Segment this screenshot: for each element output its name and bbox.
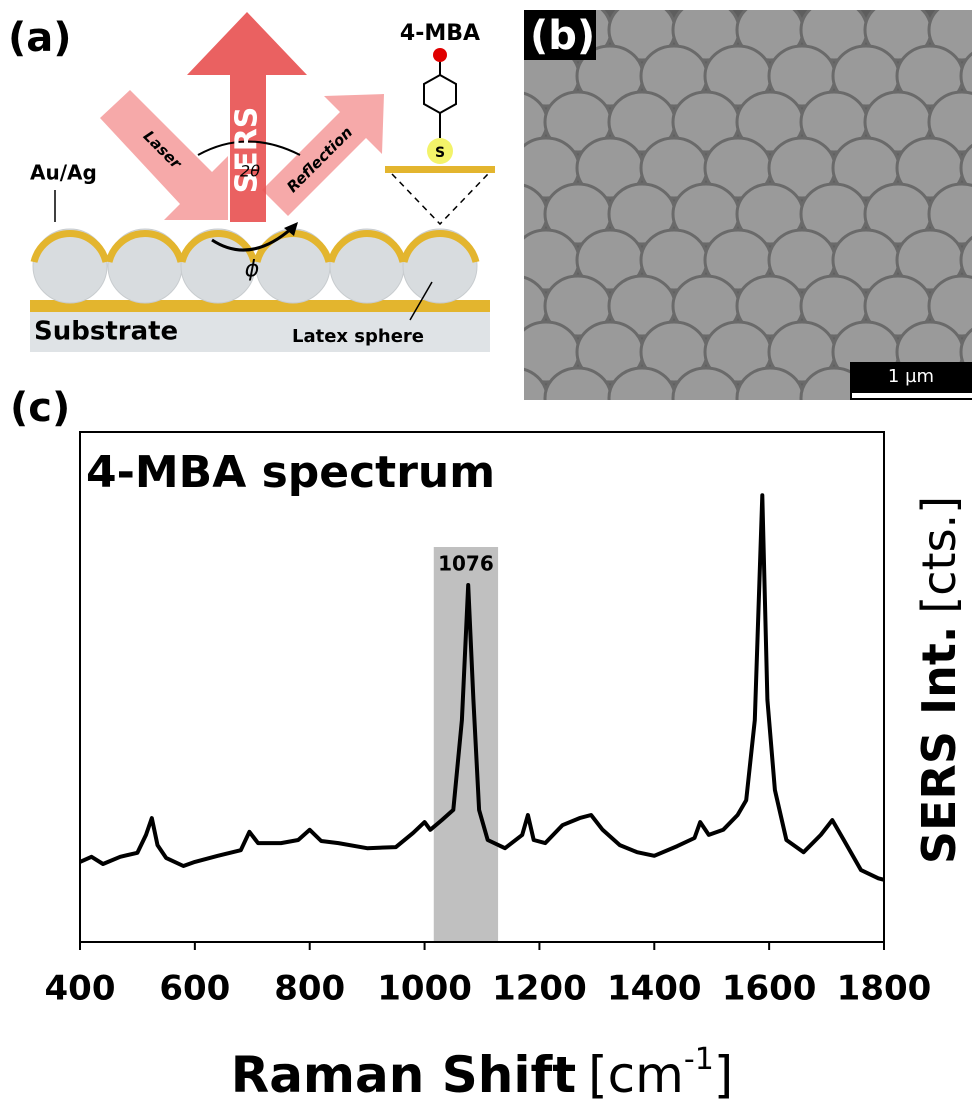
sem-sphere <box>673 368 739 428</box>
annotation: 1076 <box>438 552 494 576</box>
x-tick-label: 1000 <box>377 969 472 1009</box>
phi-label: ϕ <box>245 257 260 282</box>
panel-label: (c) <box>10 385 70 431</box>
panel-label: (a) <box>8 15 72 61</box>
x-axis-unit: ] <box>714 1046 734 1104</box>
metal-label: Au/Ag <box>30 161 97 185</box>
x-tick-label: 1400 <box>607 969 702 1009</box>
substrate-label: Substrate <box>34 317 178 347</box>
y-axis-title: SERS Int. <box>912 626 966 864</box>
x-axis-unit: [cm <box>588 1046 684 1104</box>
surface <box>385 166 495 173</box>
molecule-label: 4-MBA <box>400 21 480 46</box>
chart-title: 4-MBA spectrum <box>86 447 495 498</box>
sem-sphere <box>545 368 611 428</box>
x-axis-unit-exp: -1 <box>684 1042 714 1077</box>
scale-bar-label: 1 µm <box>888 366 934 387</box>
y-axis-unit: [cts.] <box>912 496 966 614</box>
panel-b: (b) 1 µm <box>481 0 972 428</box>
panel-c: (c) 4-MBA spectrum Raman Shift[cm-1] SER… <box>10 385 966 1104</box>
sem-sphere <box>609 368 675 428</box>
x-tick-label: 400 <box>45 969 116 1009</box>
sem-sphere <box>737 368 803 428</box>
x-axis-label: Raman Shift[cm-1] <box>231 1042 734 1104</box>
y-axis-label: SERS Int. [cts.] <box>912 496 966 864</box>
figure: (a) SERS Laser Reflection 2θ ϕ Au/Ag Sub… <box>0 0 972 1105</box>
zoom-lines <box>392 174 488 224</box>
x-tick-label: 600 <box>159 969 230 1009</box>
x-tick-label: 1800 <box>837 969 932 1009</box>
benzene-ring <box>424 75 456 113</box>
oxygen <box>433 48 447 62</box>
scale-bar <box>852 393 972 398</box>
x-tick-label: 1200 <box>492 969 587 1009</box>
sphere-label: Latex sphere <box>292 326 424 347</box>
x-axis-title: Raman Shift <box>231 1046 576 1104</box>
sem-sphere <box>481 368 547 428</box>
panel-a: (a) SERS Laser Reflection 2θ ϕ Au/Ag Sub… <box>8 12 495 352</box>
x-tick-label: 800 <box>274 969 345 1009</box>
angle-label: 2θ <box>240 162 260 181</box>
sulfur-label: S <box>435 145 445 161</box>
panel-label: (b) <box>530 13 595 59</box>
x-tick-label: 1600 <box>722 969 817 1009</box>
